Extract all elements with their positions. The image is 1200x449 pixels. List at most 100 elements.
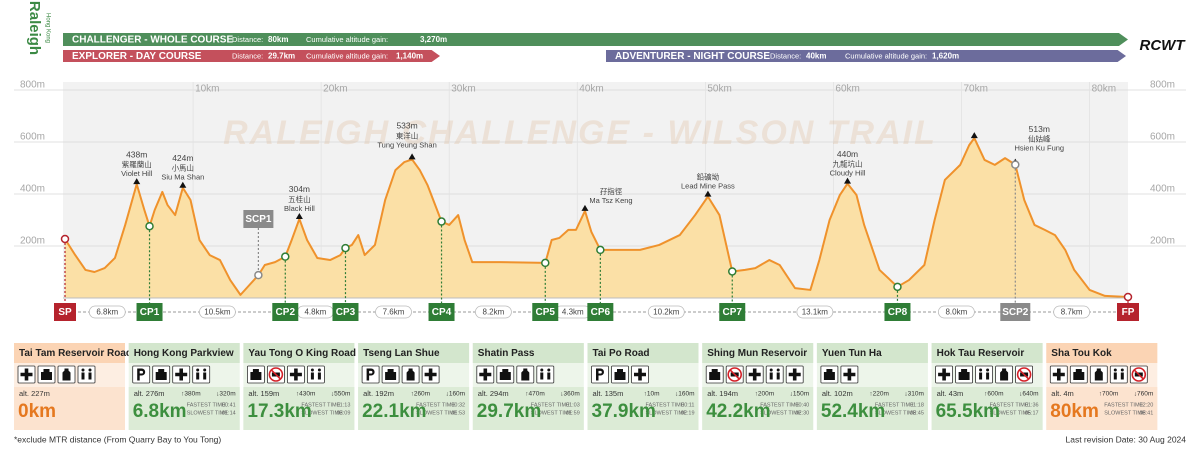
card-fastest-label: FASTEST TIME (531, 402, 570, 408)
x-tick-label: 80km (1092, 84, 1116, 95)
icon-parking (596, 368, 605, 381)
course-gain-label: Cumulative altitude gain: (306, 51, 388, 60)
icon-toilet (310, 372, 321, 380)
card-header (128, 343, 240, 363)
icon-toilet-head (81, 368, 85, 372)
icon-box (975, 365, 993, 384)
checkpoint-box (719, 303, 746, 321)
peak-marker (295, 212, 303, 219)
icon-toilet-head (979, 368, 983, 372)
card-name: Shing Mun Reservoir (707, 348, 807, 359)
checkpoint-box (532, 303, 559, 321)
card-name: Yau Tong O King Road (248, 348, 356, 359)
icon-first-aid (748, 368, 761, 381)
card-ascent: ↑200m (755, 391, 775, 398)
card-slowest: 03:45 (910, 410, 924, 416)
course-distance-label: Distance: (770, 51, 801, 60)
watermark: RALEIGH CHALLENGE - WILSON TRAIL (223, 114, 937, 152)
peak-name-zh: 東洋山 (396, 130, 419, 140)
card-slowest: 01:53 (451, 410, 465, 416)
icon-toilet-head (317, 368, 321, 372)
card-fastest: 01:13 (337, 402, 351, 408)
icon-no-entry (1016, 367, 1032, 382)
card-distance: 22.1km (362, 401, 426, 422)
profile-line (64, 137, 1129, 298)
checkpoint-point (893, 282, 902, 292)
checkpoint-box (54, 303, 76, 321)
card-header (702, 343, 814, 363)
icon-parking (137, 368, 146, 381)
y-tick-label-right: 600m (1150, 132, 1175, 143)
card-distance: 29.7km (477, 401, 541, 422)
icon-first-aid (938, 368, 951, 381)
card-ascent: ↑10m (644, 391, 660, 398)
card-header (472, 343, 584, 363)
icon-supplies (823, 369, 835, 380)
icon-supplies (385, 369, 397, 380)
card-ascent: ↑430m (296, 391, 316, 398)
course-gain: 1,620m (932, 52, 959, 61)
card-fastest-label: FASTEST TIME (760, 402, 799, 408)
peak-name-zh: 五桂山 (288, 194, 311, 204)
card-slowest-label: SLOWEST TIME (875, 410, 917, 416)
icon-toilet-head (88, 368, 92, 372)
checkpoint-box (136, 303, 163, 321)
card-distance: 6.8km (133, 401, 187, 422)
checkpoint-label: CP3 (336, 307, 356, 318)
icon-toilet-head (310, 368, 314, 372)
peak-name-en: Ma Tsz Keng (589, 196, 632, 205)
icon-toilet-head (203, 368, 207, 372)
card-header (358, 343, 470, 363)
course-bar (606, 50, 1126, 62)
icon-supplies (155, 369, 167, 380)
icon-no-entry (268, 367, 284, 382)
course-gain: 3,270m (420, 35, 447, 44)
card-slowest: 05:17 (1025, 410, 1039, 416)
course-distance: 80km (268, 35, 288, 44)
logo-partner: RCWT (1140, 37, 1187, 54)
peak-name-zh: 紫羅蘭山 (122, 159, 152, 169)
icon-first-aid (479, 368, 492, 381)
card-slowest: 02:30 (795, 410, 809, 416)
icon-toilet (196, 372, 207, 380)
checkpoint-label: CP1 (140, 307, 160, 318)
segment-distance: 13.1km (802, 308, 829, 317)
icon-box (536, 365, 555, 384)
card-slowest-label: SLOWEST TIME (187, 410, 229, 416)
segment-pill (88, 305, 126, 319)
card-name: Hong Kong Parkview (134, 348, 234, 359)
checkpoint-box (587, 303, 614, 321)
checkpoint-point (1123, 292, 1133, 302)
card-altitude: alt. 102m (822, 389, 853, 398)
card-slowest-label: SLOWEST TIME (760, 410, 802, 416)
card-fastest: 00:11 (681, 402, 694, 408)
icon-water (1000, 368, 1009, 381)
checkpoint-box (1000, 303, 1031, 321)
icon-parking (366, 368, 375, 381)
peak-name-zh: 仙姑峰 (1028, 134, 1051, 144)
checkpoint-box (428, 303, 455, 321)
card-altitude: alt. 294m (478, 389, 509, 398)
card-descent: ↓360m (560, 391, 580, 398)
peak-name-zh: 孖指徑 (600, 186, 623, 196)
peak-name-en: Hsien Ku Fung (1014, 144, 1064, 153)
card-name: Sha Tou Kok (1051, 348, 1112, 359)
card-altitude: alt. 4m (1051, 389, 1074, 398)
card-header (1046, 343, 1158, 363)
icon-toilet (81, 372, 92, 380)
course-gain-label: Cumulative altitude gain: (845, 51, 927, 60)
segment-distance: 6.8km (96, 308, 118, 317)
peak-label: 438m (126, 149, 147, 159)
card-ascent: ↑700m (1099, 391, 1119, 398)
card-fastest-label: FASTEST TIME (646, 402, 685, 408)
icon-supplies (1073, 369, 1085, 380)
y-tick-label-right: 400m (1150, 184, 1175, 195)
card-stats (587, 387, 699, 430)
card-fastest: 01:18 (910, 402, 924, 408)
checkpoint-box (272, 303, 299, 321)
peak-label: 304m (289, 184, 310, 194)
card-descent: ↓150m (790, 391, 810, 398)
icon-toilet-head (1120, 368, 1124, 372)
checkpoint-point (145, 221, 154, 231)
card-distance: 37.9km (592, 401, 656, 422)
